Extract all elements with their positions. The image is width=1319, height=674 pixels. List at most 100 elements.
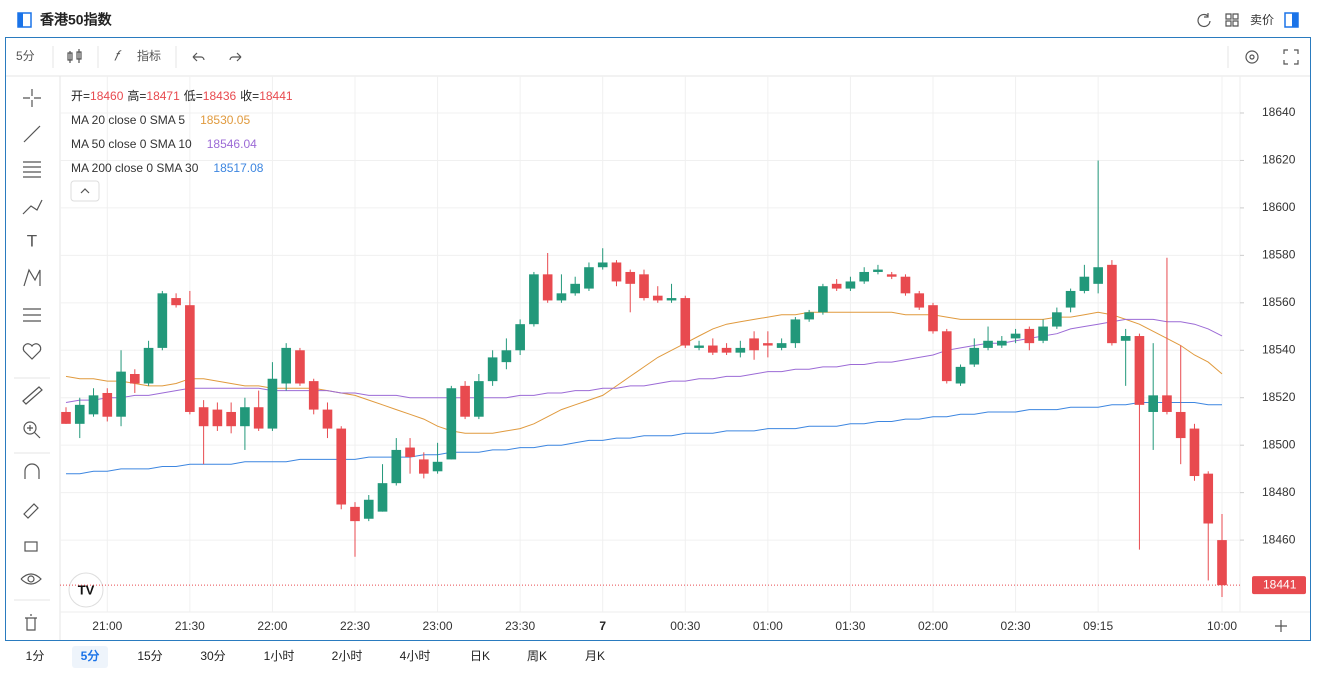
settings-icon[interactable] xyxy=(1245,50,1259,64)
interval-button[interactable]: 5分 xyxy=(16,49,35,63)
undo-icon[interactable] xyxy=(192,52,205,62)
lock-tool[interactable] xyxy=(24,541,38,552)
candle-body xyxy=(611,262,622,282)
x-tick-label: 22:30 xyxy=(340,619,370,633)
ohlc-label: 低= xyxy=(184,89,203,103)
ma-name: MA 200 close 0 SMA 30 xyxy=(71,161,199,175)
layout-icon[interactable] xyxy=(1225,13,1239,27)
indicators-button[interactable]: 指标 xyxy=(137,48,161,63)
visibility-tool[interactable] xyxy=(20,573,42,585)
ma-value: 18546.04 xyxy=(207,137,257,151)
timeframe-button[interactable]: 1分 xyxy=(26,649,45,663)
x-tick-label: 02:30 xyxy=(1001,619,1031,633)
ohlc-legend: 开=18460 高=18471 低=18436 收=18441 xyxy=(71,88,293,103)
crosshair-tool[interactable] xyxy=(23,89,41,107)
candle-body xyxy=(1134,336,1145,405)
candle-body xyxy=(529,274,539,325)
candle-body xyxy=(666,298,677,301)
ma-legend: MA 200 close 0 SMA 30 18517.08 xyxy=(71,161,264,175)
redo-icon[interactable] xyxy=(229,52,242,62)
timeframe-active-bg xyxy=(72,646,108,668)
panel-icon-fill xyxy=(18,13,23,27)
candle-body xyxy=(1107,264,1117,344)
legend: 开=18460 高=18471 低=18436 收=18441 MA 20 close … xyxy=(71,88,293,175)
ohlc-label: 高= xyxy=(127,88,146,103)
timeframe-button[interactable]: 15分 xyxy=(137,649,162,663)
candle-type-icon[interactable] xyxy=(67,49,82,63)
magnet-tool[interactable] xyxy=(24,463,40,479)
zoom-tool[interactable] xyxy=(23,421,37,435)
measure-tool[interactable] xyxy=(23,308,41,322)
candle-body xyxy=(1038,326,1048,341)
timeframe-button[interactable]: 周K xyxy=(527,649,547,663)
candle-body xyxy=(350,506,360,522)
timeframe-button[interactable]: 日K xyxy=(470,649,490,663)
timeframe-button[interactable]: 1小时 xyxy=(264,649,295,663)
candle-body xyxy=(185,305,195,412)
candle-body xyxy=(652,295,663,301)
candle-body xyxy=(969,347,980,365)
trash-tool[interactable] xyxy=(25,614,37,631)
candle-body xyxy=(226,411,236,427)
candle-body xyxy=(1010,333,1021,339)
time-settings[interactable] xyxy=(1275,620,1287,632)
candle-body xyxy=(983,340,993,348)
y-tick-label: 18580 xyxy=(1262,248,1296,262)
fx-icon[interactable]: 𝑓 xyxy=(114,48,122,64)
candle-body xyxy=(295,350,305,384)
timeframe-button[interactable]: 5分 xyxy=(81,648,100,663)
collapse-arrow xyxy=(80,188,90,194)
y-tick-label: 18540 xyxy=(1262,342,1296,356)
candle-body xyxy=(1189,428,1200,477)
candle-body xyxy=(542,274,553,301)
y-tick-label: 18620 xyxy=(1262,153,1296,167)
candle-body xyxy=(240,407,250,427)
timeframe-button[interactable]: 月K xyxy=(585,649,605,663)
candle-body xyxy=(639,274,649,299)
last-price-tag xyxy=(1252,576,1306,595)
panel-icon-right-fill xyxy=(1292,13,1298,27)
last-price-label: 18441 xyxy=(1263,577,1297,591)
y-tick-label: 18600 xyxy=(1262,200,1296,214)
settings-icon-center xyxy=(1249,54,1255,60)
x-tick-label: 01:30 xyxy=(835,619,865,633)
y-tick-label: 18500 xyxy=(1262,437,1296,451)
fib-tool[interactable] xyxy=(23,161,41,178)
visibility-tool-pupil xyxy=(27,575,35,583)
favorite-tool[interactable] xyxy=(22,343,42,360)
y-tick-label: 18460 xyxy=(1262,532,1296,546)
text-tool[interactable]: T xyxy=(27,231,37,250)
candle-body xyxy=(281,347,292,384)
candle-body xyxy=(308,381,319,410)
candle-body xyxy=(116,371,126,417)
timeframe-button[interactable]: 30分 xyxy=(200,649,225,663)
candle-body xyxy=(859,271,870,282)
brush-tool[interactable] xyxy=(22,199,43,215)
candle-body xyxy=(1162,395,1172,412)
candle-body xyxy=(570,283,581,294)
candle-body xyxy=(322,409,333,429)
ohlc-value: 18460 xyxy=(90,89,124,103)
candle-body xyxy=(1175,411,1186,439)
candle-body xyxy=(171,298,181,306)
ruler-tool[interactable] xyxy=(22,386,43,405)
fullscreen-icon[interactable] xyxy=(1283,49,1299,65)
candle-body xyxy=(584,267,594,289)
candle-body xyxy=(253,407,264,429)
timeframe-button[interactable]: 2小时 xyxy=(332,649,363,663)
refresh-icon[interactable] xyxy=(1197,13,1211,28)
ma-line xyxy=(65,311,1223,434)
line-tool[interactable] xyxy=(23,125,41,143)
sell-label[interactable]: 卖价 xyxy=(1250,13,1274,27)
x-tick-label: 23:30 xyxy=(505,619,535,633)
collapse-legend[interactable] xyxy=(70,180,100,202)
candle-body xyxy=(1079,276,1090,291)
candle-body xyxy=(776,343,787,348)
candle-body xyxy=(129,374,140,384)
candle-body xyxy=(914,293,925,308)
ohlc-label: 收= xyxy=(240,89,259,103)
timeframe-button[interactable]: 4小时 xyxy=(400,649,431,663)
pattern-tool[interactable] xyxy=(23,268,41,287)
lock-draw-tool[interactable] xyxy=(23,503,39,519)
ma-name: MA 20 close 0 SMA 5 xyxy=(71,113,185,127)
